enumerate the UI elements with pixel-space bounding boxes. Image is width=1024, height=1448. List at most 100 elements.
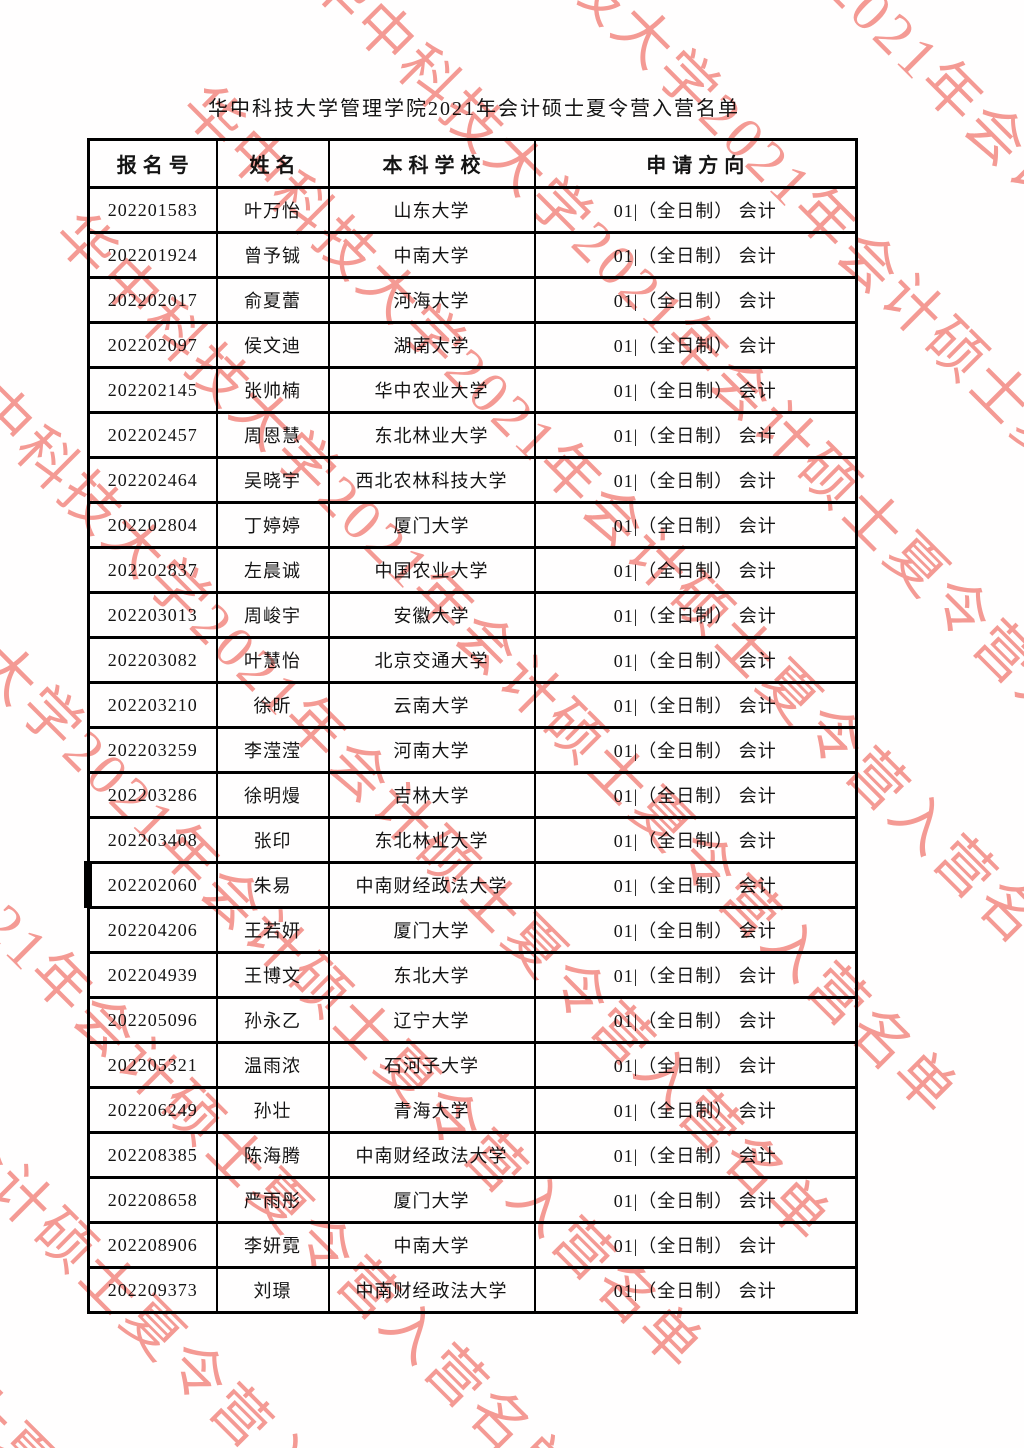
cell-school: 河海大学	[327, 276, 536, 324]
cell-reg-no: 202203408	[87, 816, 218, 864]
cell-direction: 01|（全日制） 会计	[533, 366, 858, 414]
cell-school: 厦门大学	[327, 906, 536, 954]
cell-reg-no: 202202145	[87, 366, 218, 414]
cell-school: 中南财经政法大学	[327, 1131, 536, 1179]
cell-direction: 01|（全日制） 会计	[533, 636, 858, 684]
cell-name: 李滢滢	[215, 726, 330, 774]
table-row: 202201583 叶万怡 山东大学 01|（全日制） 会计	[87, 186, 858, 234]
header-direction: 申请方向	[533, 138, 858, 189]
cell-school: 中南大学	[327, 231, 536, 279]
table-row: 202203210 徐昕 云南大学 01|（全日制） 会计	[87, 681, 858, 729]
cell-reg-no: 202202060	[87, 861, 218, 909]
table-row: 202202464 吴晓宇 西北农林科技大学 01|（全日制） 会计	[87, 456, 858, 504]
cell-school: 西北农林科技大学	[327, 456, 536, 504]
table-row: 202204939 王博文 东北大学 01|（全日制） 会计	[87, 951, 858, 999]
cell-direction: 01|（全日制） 会计	[533, 1221, 858, 1269]
cell-name: 叶万怡	[215, 186, 330, 234]
cell-school: 华中农业大学	[327, 366, 536, 414]
cell-direction: 01|（全日制） 会计	[533, 996, 858, 1044]
cell-name: 吴晓宇	[215, 456, 330, 504]
cell-reg-no: 202208658	[87, 1176, 218, 1224]
cell-name: 曾予铖	[215, 231, 330, 279]
cell-reg-no: 202204939	[87, 951, 218, 999]
cell-name: 徐昕	[215, 681, 330, 729]
cell-school: 安徽大学	[327, 591, 536, 639]
cell-school: 中南大学	[327, 1221, 536, 1269]
cell-reg-no: 202202804	[87, 501, 218, 549]
header-name: 姓名	[215, 138, 330, 189]
cell-reg-no: 202209373	[87, 1266, 218, 1314]
cell-reg-no: 202208906	[87, 1221, 218, 1269]
cell-name: 张印	[215, 816, 330, 864]
cell-reg-no: 202202457	[87, 411, 218, 459]
cell-school: 东北大学	[327, 951, 536, 999]
cell-reg-no: 202201924	[87, 231, 218, 279]
cell-school: 中南财经政法大学	[327, 1266, 536, 1314]
cell-reg-no: 202208385	[87, 1131, 218, 1179]
cell-direction: 01|（全日制） 会计	[533, 591, 858, 639]
cell-school: 山东大学	[327, 186, 536, 234]
page-title: 华中科技大学管理学院2021年会计硕士夏令营入营名单	[208, 98, 740, 120]
cell-reg-no: 202203013	[87, 591, 218, 639]
table-row: 202208385 陈海腾 中南财经政法大学 01|（全日制） 会计	[87, 1131, 858, 1179]
cell-reg-no: 202202837	[87, 546, 218, 594]
cell-direction: 01|（全日制） 会计	[533, 1086, 858, 1134]
table-row: 202202017 俞夏蕾 河海大学 01|（全日制） 会计	[87, 276, 858, 324]
cell-reg-no: 202202097	[87, 321, 218, 369]
cell-reg-no: 202203259	[87, 726, 218, 774]
cell-reg-no: 202202017	[87, 276, 218, 324]
cell-direction: 01|（全日制） 会计	[533, 411, 858, 459]
cell-direction: 01|（全日制） 会计	[533, 1176, 858, 1224]
cell-school: 东北林业大学	[327, 816, 536, 864]
cell-school: 云南大学	[327, 681, 536, 729]
table-row: 202203259 李滢滢 河南大学 01|（全日制） 会计	[87, 726, 858, 774]
table-row: 202202145 张帅楠 华中农业大学 01|（全日制） 会计	[87, 366, 858, 414]
admission-table: 报名号 姓名 本科学校 申请方向 202201583 叶万怡 山东大学 01|（全日制…	[87, 138, 858, 1314]
table-row: 202205096 孙永乙 辽宁大学 01|（全日制） 会计	[87, 996, 858, 1044]
table-row: 202208658 严雨彤 厦门大学 01|（全日制） 会计	[87, 1176, 858, 1224]
table-row: 202202060 朱易 中南财经政法大学 01|（全日制） 会计	[87, 861, 858, 909]
cell-direction: 01|（全日制） 会计	[533, 906, 858, 954]
cell-direction: 01|（全日制） 会计	[533, 726, 858, 774]
cell-name: 张帅楠	[215, 366, 330, 414]
table-row: 202201924 曾予铖 中南大学 01|（全日制） 会计	[87, 231, 858, 279]
cell-direction: 01|（全日制） 会计	[533, 681, 858, 729]
cell-name: 侯文迪	[215, 321, 330, 369]
cell-reg-no: 202206249	[87, 1086, 218, 1134]
cell-reg-no: 202201583	[87, 186, 218, 234]
table-row: 202203286 徐明熳 吉林大学 01|（全日制） 会计	[87, 771, 858, 819]
cell-name: 孙壮	[215, 1086, 330, 1134]
cell-direction: 01|（全日制） 会计	[533, 321, 858, 369]
cell-reg-no: 202203210	[87, 681, 218, 729]
cell-direction: 01|（全日制） 会计	[533, 1041, 858, 1089]
cell-school: 青海大学	[327, 1086, 536, 1134]
cell-direction: 01|（全日制） 会计	[533, 501, 858, 549]
table-row: 202209373 刘璟 中南财经政法大学 01|（全日制） 会计	[87, 1266, 858, 1314]
table-row: 202206249 孙壮 青海大学 01|（全日制） 会计	[87, 1086, 858, 1134]
cell-reg-no: 202204206	[87, 906, 218, 954]
cell-name: 陈海腾	[215, 1131, 330, 1179]
cell-direction: 01|（全日制） 会计	[533, 546, 858, 594]
table-row: 202205321 温雨浓 石河子大学 01|（全日制） 会计	[87, 1041, 858, 1089]
cell-direction: 01|（全日制） 会计	[533, 186, 858, 234]
cell-school: 厦门大学	[327, 1176, 536, 1224]
table-row: 202203082 叶慧怡 北京交通大学 01|（全日制） 会计	[87, 636, 858, 684]
table-row: 202203013 周峻宇 安徽大学 01|（全日制） 会计	[87, 591, 858, 639]
cell-name: 王若妍	[215, 906, 330, 954]
header-reg-no: 报名号	[87, 138, 218, 189]
table-row: 202203408 张印 东北林业大学 01|（全日制） 会计	[87, 816, 858, 864]
table-row: 202202457 周恩慧 东北林业大学 01|（全日制） 会计	[87, 411, 858, 459]
cell-name: 左晨诚	[215, 546, 330, 594]
cell-name: 俞夏蕾	[215, 276, 330, 324]
cell-name: 王博文	[215, 951, 330, 999]
table-row: 202202097 侯文迪 湖南大学 01|（全日制） 会计	[87, 321, 858, 369]
cell-school: 石河子大学	[327, 1041, 536, 1089]
cell-direction: 01|（全日制） 会计	[533, 231, 858, 279]
cell-school: 东北林业大学	[327, 411, 536, 459]
cell-school: 河南大学	[327, 726, 536, 774]
table-row: 202208906 李妍霓 中南大学 01|（全日制） 会计	[87, 1221, 858, 1269]
cell-name: 朱易	[215, 861, 330, 909]
admission-table-body: 202201583 叶万怡 山东大学 01|（全日制） 会计 202201924 曾予铖中…	[87, 186, 858, 1314]
scan-artifact-mark	[84, 861, 92, 908]
cell-name: 李妍霓	[215, 1221, 330, 1269]
